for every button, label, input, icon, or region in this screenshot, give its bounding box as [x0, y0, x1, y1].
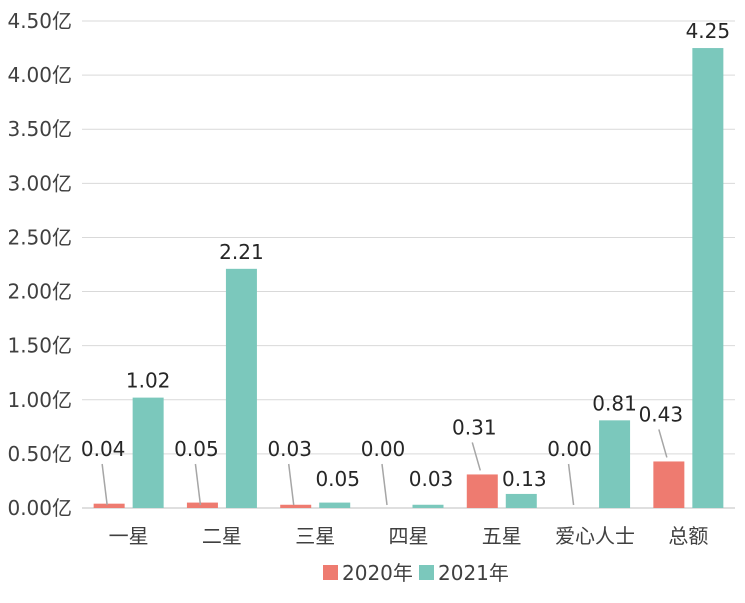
y-tick-label: 1.50亿: [7, 334, 72, 358]
legend-swatch: [419, 565, 434, 580]
x-axis: 一星 二星 三星 四星 五星 爱心人士 总额: [109, 524, 709, 548]
gridlines: [82, 20, 735, 509]
data-label: 4.25: [686, 19, 731, 43]
y-tick-label: 1.00亿: [7, 388, 72, 412]
leader-line: [101, 463, 108, 506]
y-tick-label: 4.00亿: [7, 63, 72, 87]
leader-line: [194, 463, 202, 506]
y-tick-label: 3.00亿: [7, 171, 72, 195]
leader-line: [381, 463, 388, 506]
data-label: 0.03: [409, 467, 454, 491]
bar-series-2: [225, 268, 257, 508]
data-label: 0.81: [592, 391, 637, 415]
data-label: 0.00: [547, 437, 592, 461]
bar-series-2: [132, 397, 164, 508]
bar-series-1: [653, 461, 685, 508]
bar-series-2: [412, 504, 444, 508]
bar-series-1: [280, 504, 312, 508]
data-label: 0.05: [315, 467, 360, 491]
bar-series-2: [692, 48, 724, 509]
data-label: 0.43: [639, 402, 684, 426]
data-label: 0.04: [81, 437, 126, 461]
y-tick-label: 0.50亿: [7, 442, 72, 466]
legend-label: 2021年: [438, 561, 509, 585]
x-tick-label: 总额: [668, 524, 708, 548]
y-tick-label: 0.00亿: [7, 496, 72, 520]
leader-line: [287, 463, 295, 506]
leader-line: [471, 442, 482, 471]
x-tick-label: 三星: [295, 524, 335, 548]
data-label: 0.31: [452, 415, 497, 439]
y-tick-label: 2.50亿: [7, 225, 72, 249]
bar-series-2: [319, 502, 351, 508]
data-label: 0.05: [174, 437, 219, 461]
data-label: 1.02: [126, 369, 171, 393]
bar-series-2: [599, 420, 631, 508]
y-tick-label: 4.50亿: [7, 9, 72, 33]
x-tick-label: 二星: [202, 524, 242, 548]
bar-series-2: [505, 493, 537, 508]
data-labels: 0.041.020.052.210.030.050.000.030.310.13…: [81, 19, 730, 491]
bar-series-1: [466, 474, 498, 508]
data-label: 0.03: [267, 437, 312, 461]
data-label: 0.13: [502, 467, 547, 491]
legend: 2020年 2021年: [323, 561, 509, 585]
bar-series-1: [186, 502, 218, 508]
x-tick-label: 五星: [482, 524, 522, 548]
bars: [93, 48, 724, 509]
x-tick-label: 一星: [109, 524, 149, 548]
y-tick-label: 3.50亿: [7, 117, 72, 141]
legend-label: 2020年: [342, 561, 413, 585]
legend-swatch: [323, 565, 338, 580]
data-label: 0.00: [361, 437, 406, 461]
x-tick-label: 四星: [389, 524, 429, 548]
leader-line: [658, 429, 668, 458]
y-tick-label: 2.00亿: [7, 280, 72, 304]
x-tick-label: 爱心人士: [555, 524, 635, 548]
leader-lines: [101, 429, 668, 506]
bar-series-1: [93, 503, 125, 508]
data-label: 2.21: [219, 240, 264, 264]
y-axis: 0.00亿 0.50亿 1.00亿 1.50亿 2.00亿 2.50亿 3.00亿 3.50亿…: [7, 9, 72, 520]
leader-line: [567, 463, 575, 506]
